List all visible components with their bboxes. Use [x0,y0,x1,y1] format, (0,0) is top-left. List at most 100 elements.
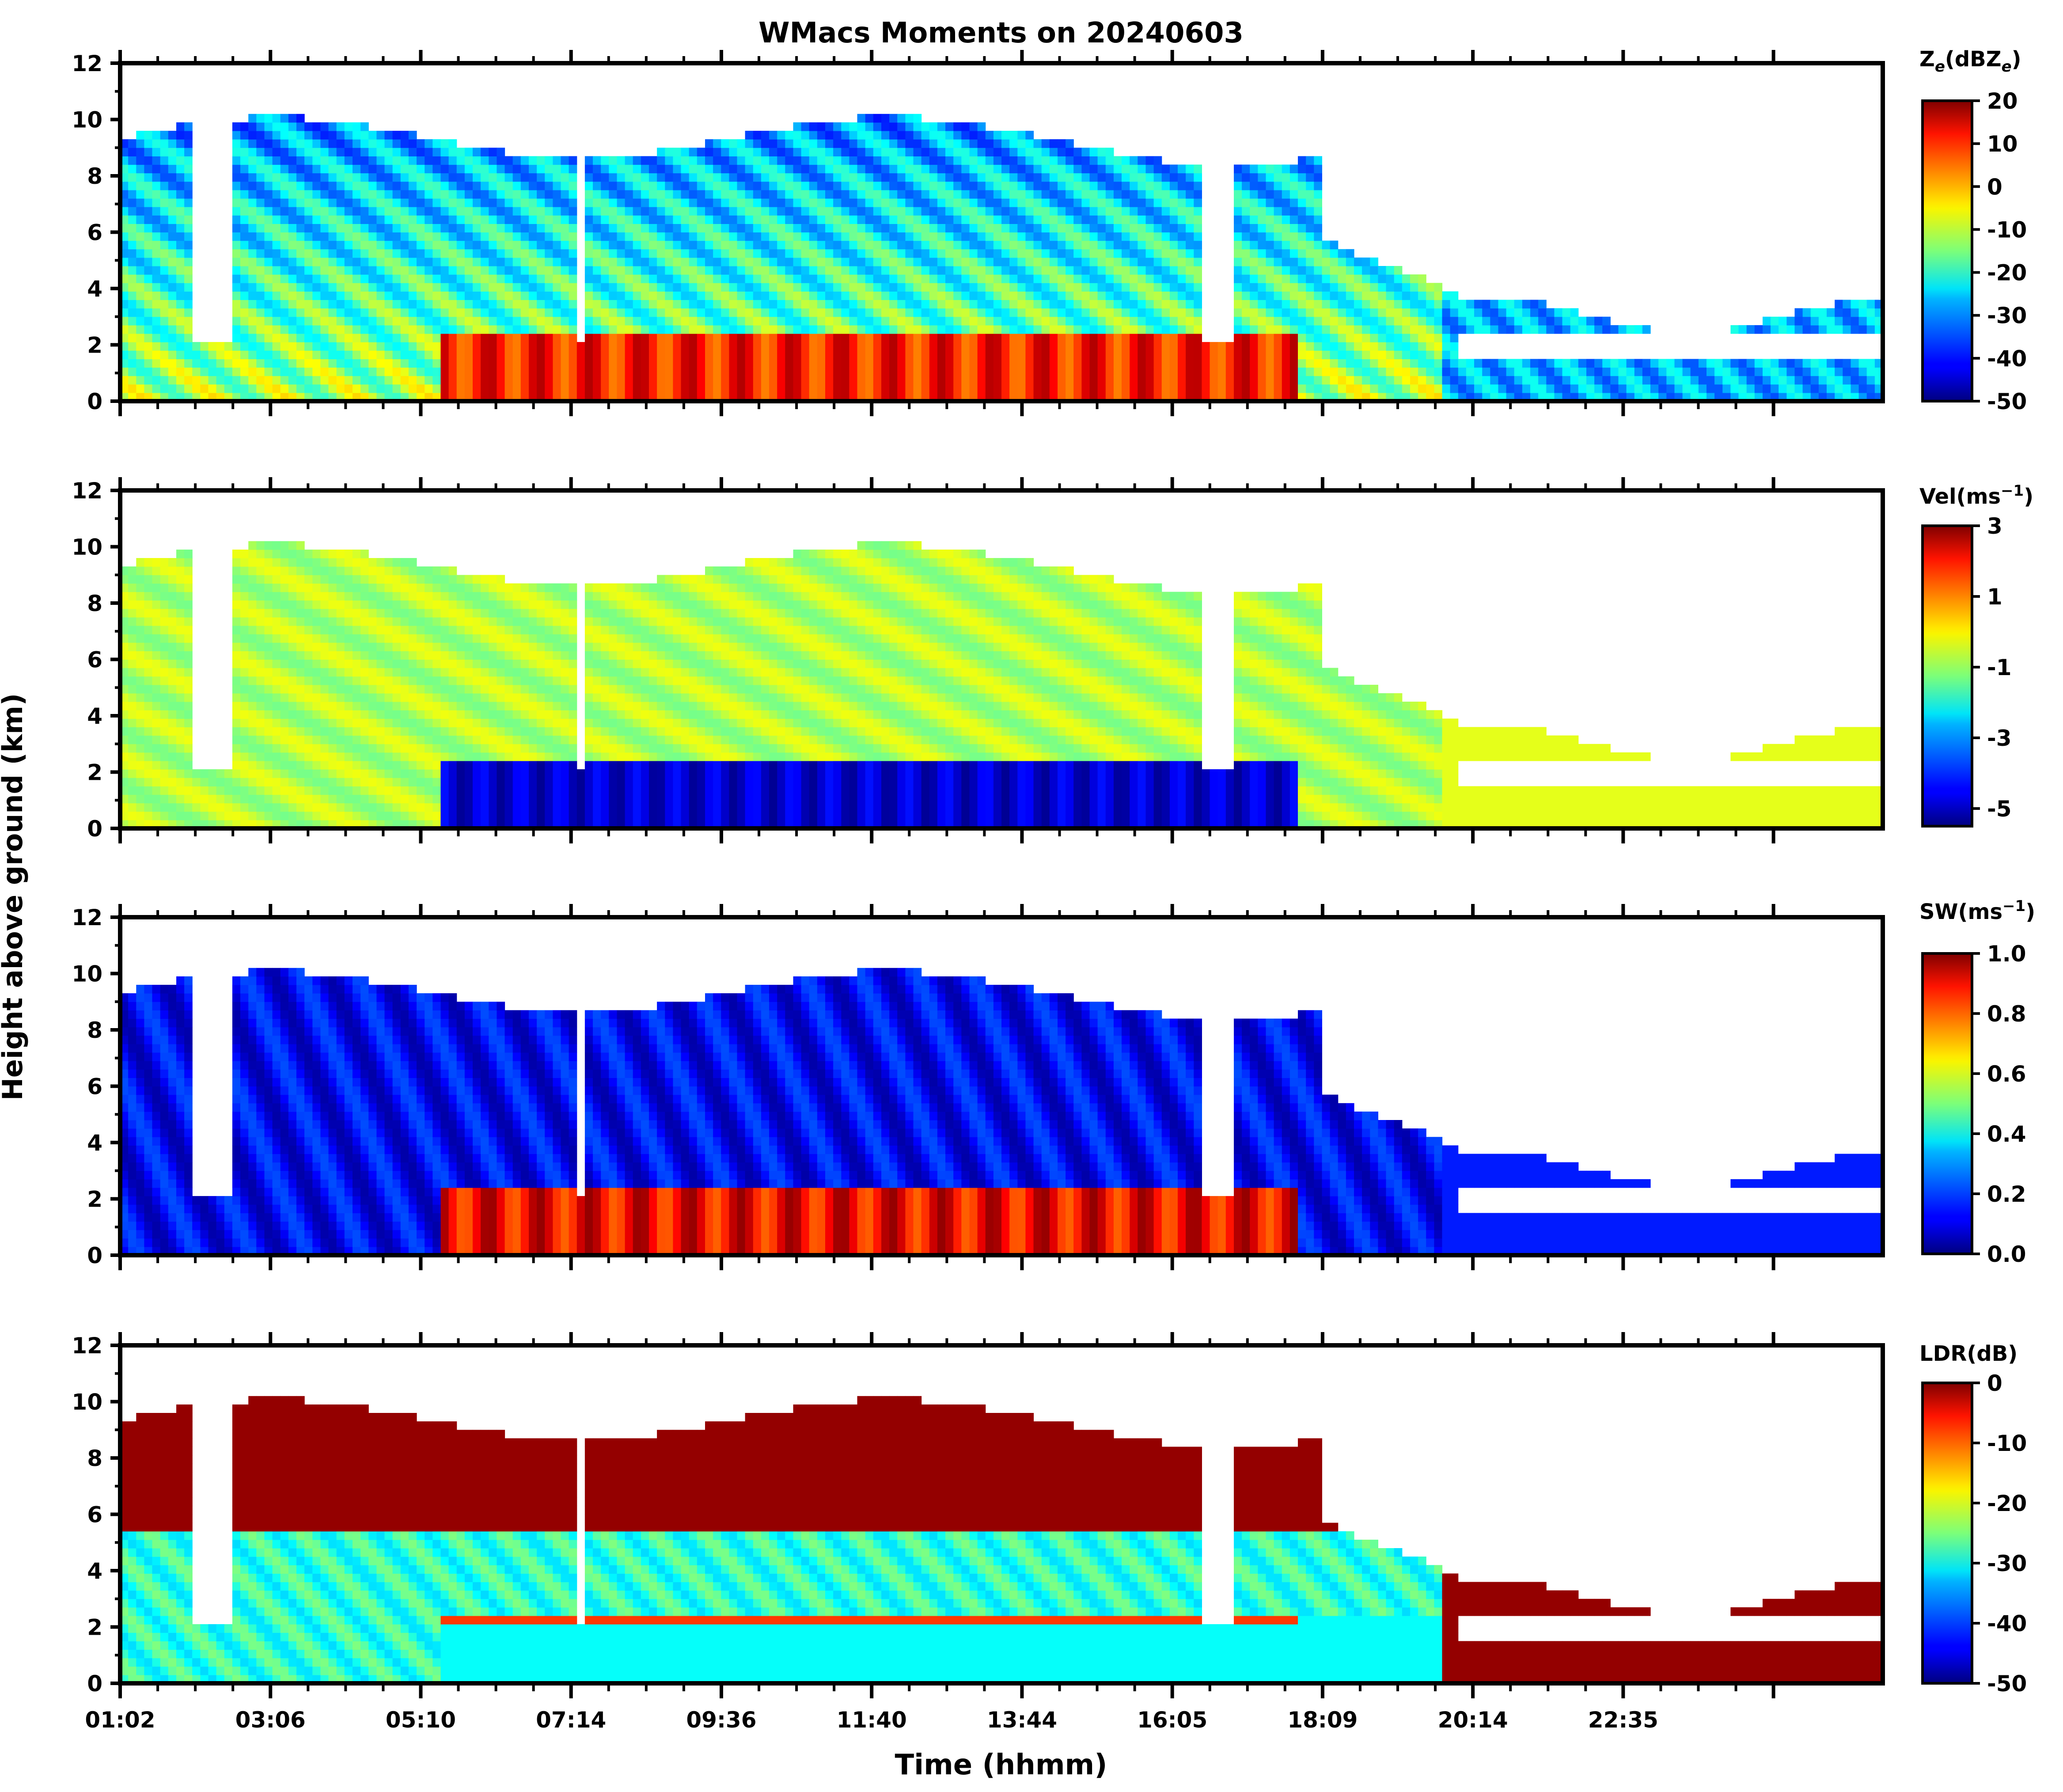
heat-cell [312,283,321,292]
heat-cell [440,139,449,148]
heat-cell [945,384,954,393]
heat-cell [705,181,713,190]
heat-cell [376,207,385,216]
heat-cell [873,139,882,148]
heat-cell [1178,249,1186,258]
heat-cell [609,367,617,376]
heat-cell [168,148,177,156]
heat-cell [817,232,826,241]
heat-cell [1498,384,1507,393]
heat-cell [280,114,289,123]
heat-cell [529,325,537,334]
heat-cell [1033,316,1042,326]
heat-cell [296,207,305,216]
heat-cell [1178,384,1186,393]
heat-cell [633,266,641,275]
heat-cell [168,308,177,317]
heat-cell [553,224,561,233]
heat-cell [929,249,938,258]
heat-cell [1578,384,1587,393]
heat-cell [1178,359,1186,368]
heat-cell [1130,274,1138,283]
heat-cell [545,173,553,182]
heat-cell [1138,367,1146,376]
heat-cell [625,240,633,250]
heat-cell [681,224,690,233]
heat-cell [320,139,329,148]
heat-cell [256,207,265,216]
heat-cell [769,359,777,368]
heat-cell [160,367,169,376]
heat-cell [881,266,890,275]
heat-cell [520,291,529,300]
heat-cell [625,283,633,292]
heat-cell [473,198,481,207]
heat-cell [1153,198,1162,207]
heat-cell [625,384,633,393]
heat-cell [512,198,521,207]
heat-cell [489,266,497,275]
heat-cell [1282,367,1290,376]
heat-cell [761,384,770,393]
heat-cell [136,283,144,292]
heat-cell [921,224,930,233]
heat-cell [1282,384,1290,393]
heat-cell [561,316,569,326]
heat-cell [841,291,849,300]
heat-cell [256,114,265,123]
heat-cell [256,164,265,174]
heat-cell [248,359,257,368]
heat-cell [833,300,842,309]
heat-cell [304,300,313,309]
heat-cell [841,334,849,342]
heat-cell [417,274,425,283]
heat-cell [136,300,144,309]
heat-cell [969,224,978,233]
heat-cell [368,291,377,300]
heat-cell [1771,384,1779,393]
heat-cell [1089,156,1098,165]
heat-cell [1145,249,1154,258]
heat-cell [897,156,906,165]
heat-cell [1546,308,1555,317]
heat-cell [913,215,922,224]
heat-cell [753,257,762,266]
heat-cell [384,139,393,148]
heat-cell [985,334,994,342]
heat-cell [489,215,497,224]
heat-cell [737,342,746,351]
heat-cell [641,350,649,359]
heat-cell [256,257,265,266]
heat-cell [1434,367,1443,376]
heat-cell [945,215,954,224]
heat-cell [1066,316,1074,326]
heat-cell [353,131,361,140]
heat-cell [1418,384,1426,393]
heat-cell [1066,164,1074,174]
heat-cell [1105,215,1114,224]
heat-cell [353,122,361,131]
heat-cell [1498,376,1507,385]
heat-cell [841,274,849,283]
heat-cell [136,224,144,233]
heat-cell [1626,325,1635,334]
heat-cell [697,300,705,309]
heat-cell [320,215,329,224]
heat-cell [873,156,882,165]
heat-cell [993,190,1002,199]
heat-cell [1378,308,1387,317]
heat-cell [1289,359,1298,368]
heat-cell [160,342,169,351]
heat-cell [448,164,457,174]
heat-cell [368,384,377,393]
heat-cell [160,283,169,292]
heat-cell [1554,384,1563,393]
heat-cell [1738,384,1747,393]
heat-cell [673,350,682,359]
heat-cell [184,249,193,258]
heat-cell [1169,224,1178,233]
heat-cell [1298,342,1306,351]
heat-cell [833,257,842,266]
heat-cell [1202,359,1210,368]
heat-cell [1017,156,1026,165]
